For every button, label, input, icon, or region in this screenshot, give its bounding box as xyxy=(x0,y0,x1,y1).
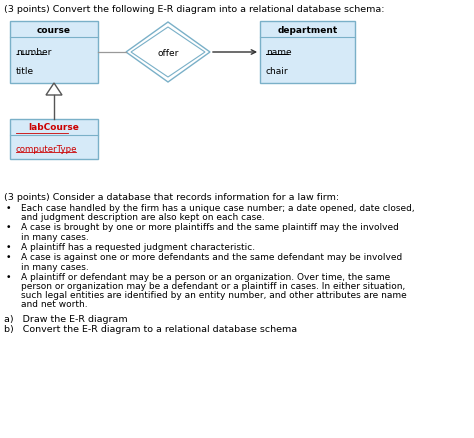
Text: (3 points) Convert the following E-R diagram into a relational database schema:: (3 points) Convert the following E-R dia… xyxy=(4,5,384,14)
Text: title: title xyxy=(16,66,34,75)
FancyBboxPatch shape xyxy=(10,120,98,159)
Text: •: • xyxy=(6,204,11,212)
Polygon shape xyxy=(46,84,62,96)
Polygon shape xyxy=(126,23,210,83)
Polygon shape xyxy=(131,28,205,78)
Text: and net worth.: and net worth. xyxy=(21,299,88,308)
Text: labCourse: labCourse xyxy=(28,123,80,132)
Text: Each case handled by the firm has a unique case number; a date opened, date clos: Each case handled by the firm has a uniq… xyxy=(21,204,415,212)
Text: A case is against one or more defendants and the same defendant may be involved: A case is against one or more defendants… xyxy=(21,253,402,262)
FancyBboxPatch shape xyxy=(10,22,98,84)
Text: a)   Draw the E-R diagram: a) Draw the E-R diagram xyxy=(4,314,128,323)
Text: number: number xyxy=(16,47,51,57)
Text: •: • xyxy=(6,272,11,281)
Text: •: • xyxy=(6,243,11,251)
Text: A plaintiff has a requested judgment characteristic.: A plaintiff has a requested judgment cha… xyxy=(21,243,255,251)
Text: in many cases.: in many cases. xyxy=(21,232,89,241)
Text: computerType: computerType xyxy=(16,145,78,154)
Text: in many cases.: in many cases. xyxy=(21,262,89,271)
Text: department: department xyxy=(277,25,337,35)
Text: A plaintiff or defendant may be a person or an organization. Over time, the same: A plaintiff or defendant may be a person… xyxy=(21,272,390,281)
Text: course: course xyxy=(37,25,71,35)
Text: chair: chair xyxy=(266,66,289,75)
Text: (3 points) Consider a database that records information for a law firm:: (3 points) Consider a database that reco… xyxy=(4,193,339,201)
Text: •: • xyxy=(6,253,11,262)
Text: offer: offer xyxy=(157,48,179,57)
Text: b)   Convert the E-R diagram to a relational database schema: b) Convert the E-R diagram to a relation… xyxy=(4,325,297,334)
Text: •: • xyxy=(6,223,11,232)
Text: such legal entities are identified by an entity number, and other attributes are: such legal entities are identified by an… xyxy=(21,290,407,299)
Text: and judgment description are also kept on each case.: and judgment description are also kept o… xyxy=(21,212,265,222)
Text: person or organization may be a defendant or a plaintiff in cases. In either sit: person or organization may be a defendan… xyxy=(21,281,405,290)
FancyBboxPatch shape xyxy=(260,22,355,84)
Text: A case is brought by one or more plaintiffs and the same plaintiff may the invol: A case is brought by one or more plainti… xyxy=(21,223,399,232)
Text: name: name xyxy=(266,47,292,57)
